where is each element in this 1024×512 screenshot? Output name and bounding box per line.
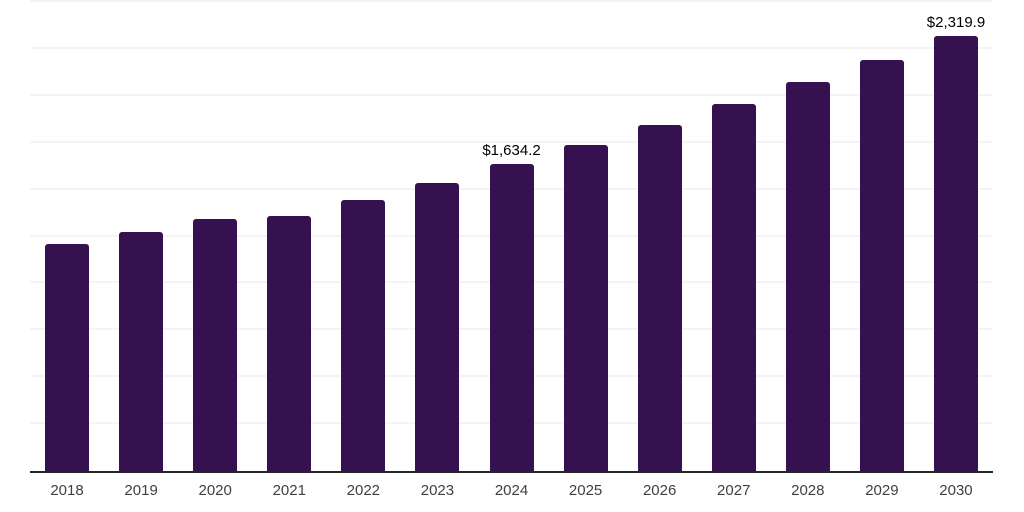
x-tick-2020: 2020 xyxy=(198,482,232,499)
x-axis: 2018 2019 2020 2021 2022 2023 2024 2025 2026 2027… xyxy=(30,480,993,501)
bar-group-2021 xyxy=(252,2,326,471)
bar-2019 xyxy=(119,231,164,471)
bar-2025 xyxy=(563,144,608,471)
bar-2021 xyxy=(267,215,312,471)
data-label-2024: $1,634.2 xyxy=(482,142,541,160)
x-tick-2030: 2030 xyxy=(939,482,973,499)
bar-group-2019 xyxy=(104,2,178,471)
plot-area: $1,634.2 $2,319.9 xyxy=(30,0,993,473)
bar-2018 xyxy=(45,244,90,471)
bar-2028 xyxy=(785,81,830,471)
bar-group-2026 xyxy=(623,2,697,471)
bar-2030 xyxy=(933,35,978,471)
data-label-2030: $2,319.9 xyxy=(926,13,986,31)
bar-2026 xyxy=(637,124,682,471)
bar-2020 xyxy=(193,218,238,471)
bar-2024 xyxy=(489,164,534,471)
bar-group-2029 xyxy=(845,2,919,471)
x-tick-2027: 2027 xyxy=(717,482,751,499)
bar-group-2018 xyxy=(30,2,104,471)
bar-group-2022 xyxy=(326,2,400,471)
bar-group-2027 xyxy=(697,2,771,471)
bar-2029 xyxy=(859,59,904,471)
bar-2027 xyxy=(711,103,756,471)
bar-group-2023 xyxy=(400,2,474,471)
x-tick-2025: 2025 xyxy=(568,482,603,499)
x-tick-2023: 2023 xyxy=(420,482,455,499)
x-tick-2018: 2018 xyxy=(50,482,84,499)
bar-group-2028 xyxy=(771,2,845,471)
bar-group-2025 xyxy=(549,2,623,471)
x-tick-2021: 2021 xyxy=(272,482,306,499)
x-tick-2026: 2026 xyxy=(642,482,677,499)
x-tick-2024: 2024 xyxy=(494,482,529,499)
bar-group-2020 xyxy=(178,2,252,471)
bar-2022 xyxy=(341,199,386,471)
x-tick-2022: 2022 xyxy=(346,482,381,499)
bar-group-2030: $2,319.9 xyxy=(919,2,993,471)
x-tick-2028: 2028 xyxy=(791,482,825,499)
bar-group-2024: $1,634.2 xyxy=(474,2,548,471)
bars: $1,634.2 $2,319.9 xyxy=(30,2,993,471)
x-tick-2019: 2019 xyxy=(124,482,158,499)
x-tick-2029: 2029 xyxy=(865,482,899,499)
bar-2023 xyxy=(415,183,460,471)
